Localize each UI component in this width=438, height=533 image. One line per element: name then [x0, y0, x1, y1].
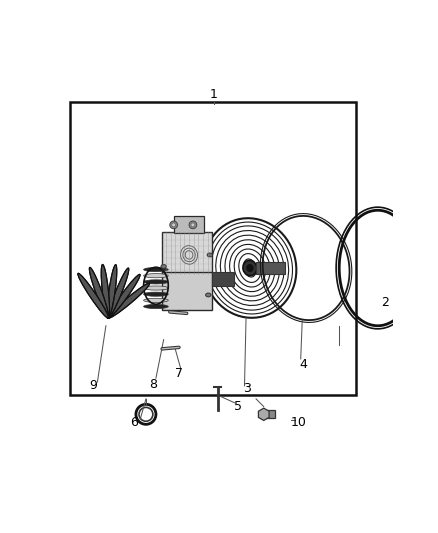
- Ellipse shape: [144, 273, 168, 278]
- Ellipse shape: [144, 280, 168, 284]
- Text: 6: 6: [131, 416, 138, 429]
- Circle shape: [191, 223, 195, 227]
- Text: 4: 4: [300, 358, 308, 371]
- Bar: [173, 216, 205, 233]
- Bar: [212, 272, 234, 286]
- Text: 7: 7: [175, 367, 183, 380]
- Ellipse shape: [107, 265, 117, 318]
- Ellipse shape: [247, 264, 253, 271]
- Polygon shape: [256, 262, 285, 274]
- Text: 8: 8: [149, 378, 157, 391]
- Ellipse shape: [207, 253, 212, 257]
- Ellipse shape: [108, 268, 129, 318]
- Ellipse shape: [78, 273, 109, 318]
- Ellipse shape: [144, 286, 168, 290]
- Ellipse shape: [144, 298, 168, 302]
- Bar: [70, 102, 356, 395]
- Ellipse shape: [89, 268, 109, 318]
- Ellipse shape: [144, 304, 168, 309]
- Ellipse shape: [101, 264, 110, 318]
- Bar: [162, 272, 212, 310]
- Text: 5: 5: [234, 400, 242, 413]
- Text: 10: 10: [290, 416, 306, 429]
- Text: 9: 9: [89, 379, 97, 392]
- Text: 3: 3: [243, 382, 251, 395]
- Ellipse shape: [243, 260, 257, 276]
- Circle shape: [189, 221, 197, 229]
- Ellipse shape: [205, 293, 211, 297]
- Ellipse shape: [108, 274, 140, 318]
- Bar: [162, 232, 212, 274]
- Ellipse shape: [161, 264, 166, 269]
- Ellipse shape: [144, 268, 168, 272]
- Text: 1: 1: [210, 88, 218, 101]
- Circle shape: [172, 223, 176, 227]
- Text: 2: 2: [381, 296, 389, 309]
- Polygon shape: [258, 408, 269, 421]
- Ellipse shape: [108, 283, 150, 318]
- Ellipse shape: [144, 292, 168, 296]
- Circle shape: [170, 221, 177, 229]
- Bar: [260, 410, 276, 418]
